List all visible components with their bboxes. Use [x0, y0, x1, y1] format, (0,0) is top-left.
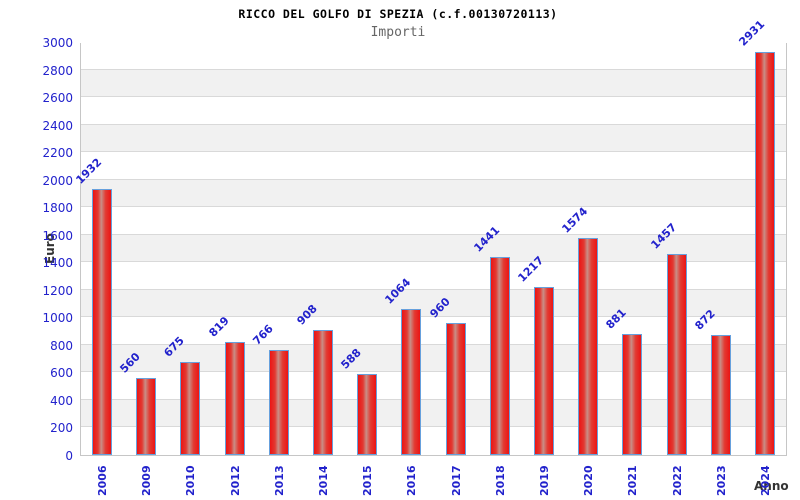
- y-tick-label: 0: [65, 449, 73, 463]
- gridline: [81, 68, 786, 70]
- plot-band: [81, 42, 786, 70]
- gridline: [81, 261, 786, 263]
- bar: [313, 330, 334, 455]
- y-tick-label: 2800: [42, 63, 73, 78]
- gridline: [81, 206, 786, 208]
- x-tick-label: 2010: [184, 465, 198, 496]
- gridline: [81, 123, 786, 125]
- bar: [622, 333, 643, 455]
- plot-area: [80, 42, 787, 456]
- plot-band: [81, 69, 786, 98]
- bar: [578, 238, 599, 455]
- gridline: [81, 288, 786, 290]
- bar: [268, 349, 289, 455]
- gridline: [81, 371, 786, 373]
- x-tick-label: 2016: [405, 465, 419, 496]
- gridline: [81, 233, 786, 235]
- gridline: [81, 316, 786, 318]
- x-tick-label: 2023: [714, 465, 728, 496]
- gridline: [81, 178, 786, 180]
- x-tick-label: 2014: [317, 465, 331, 496]
- bar: [533, 287, 554, 455]
- x-tick-label: 2019: [537, 465, 551, 496]
- y-tick-label: 600: [50, 366, 73, 381]
- x-axis-label: Anno: [754, 479, 789, 493]
- x-tick-label: 2022: [670, 465, 684, 496]
- y-tick-label: 1600: [42, 228, 73, 243]
- bar: [224, 342, 245, 455]
- x-tick-label: 2024: [758, 465, 772, 496]
- y-tick-label: 1400: [42, 256, 73, 271]
- bar: [754, 51, 775, 455]
- plot-band: [81, 179, 786, 208]
- gridline: [81, 398, 786, 400]
- y-tick-label: 1000: [42, 311, 73, 326]
- x-tick-label: 2009: [140, 465, 154, 496]
- bar: [401, 308, 422, 455]
- bar: [445, 322, 466, 455]
- bar: [180, 362, 201, 455]
- y-tick-label: 2000: [42, 173, 73, 188]
- chart-subtitle: Importi: [370, 25, 426, 40]
- y-tick-label: 3000: [42, 36, 73, 50]
- y-tick-label: 400: [50, 393, 73, 408]
- bar: [92, 189, 113, 455]
- x-tick-label: 2013: [272, 465, 286, 496]
- x-tick-label: 2021: [626, 465, 640, 496]
- x-tick-label: 2017: [449, 465, 463, 496]
- plot-band: [81, 152, 786, 180]
- bar: [357, 374, 378, 455]
- y-tick-label: 2600: [42, 91, 73, 106]
- gridline: [81, 426, 786, 428]
- bar: [710, 334, 731, 455]
- y-tick-label: 800: [50, 338, 73, 353]
- chart-title: RICCO DEL GOLFO DI SPEZIA (c.f.001307201…: [238, 7, 558, 21]
- plot-band: [81, 97, 786, 125]
- y-tick-label: 200: [50, 421, 73, 436]
- gridline: [81, 96, 786, 98]
- gridline: [81, 151, 786, 153]
- x-tick-label: 2020: [582, 465, 596, 496]
- bar: [666, 254, 687, 455]
- plot-band: [81, 124, 786, 153]
- bar: [136, 377, 157, 455]
- gridline: [81, 343, 786, 345]
- y-tick-label: 2200: [42, 146, 73, 161]
- y-tick-label: 1800: [42, 201, 73, 216]
- y-tick-label: 2400: [42, 118, 73, 133]
- bar: [489, 256, 510, 455]
- x-tick-label: 2006: [96, 465, 110, 496]
- x-tick-label: 2012: [228, 465, 242, 496]
- y-tick-label: 1200: [42, 283, 73, 298]
- plot-band: [81, 207, 786, 235]
- x-tick-label: 2018: [493, 465, 507, 496]
- x-tick-label: 2015: [361, 465, 375, 496]
